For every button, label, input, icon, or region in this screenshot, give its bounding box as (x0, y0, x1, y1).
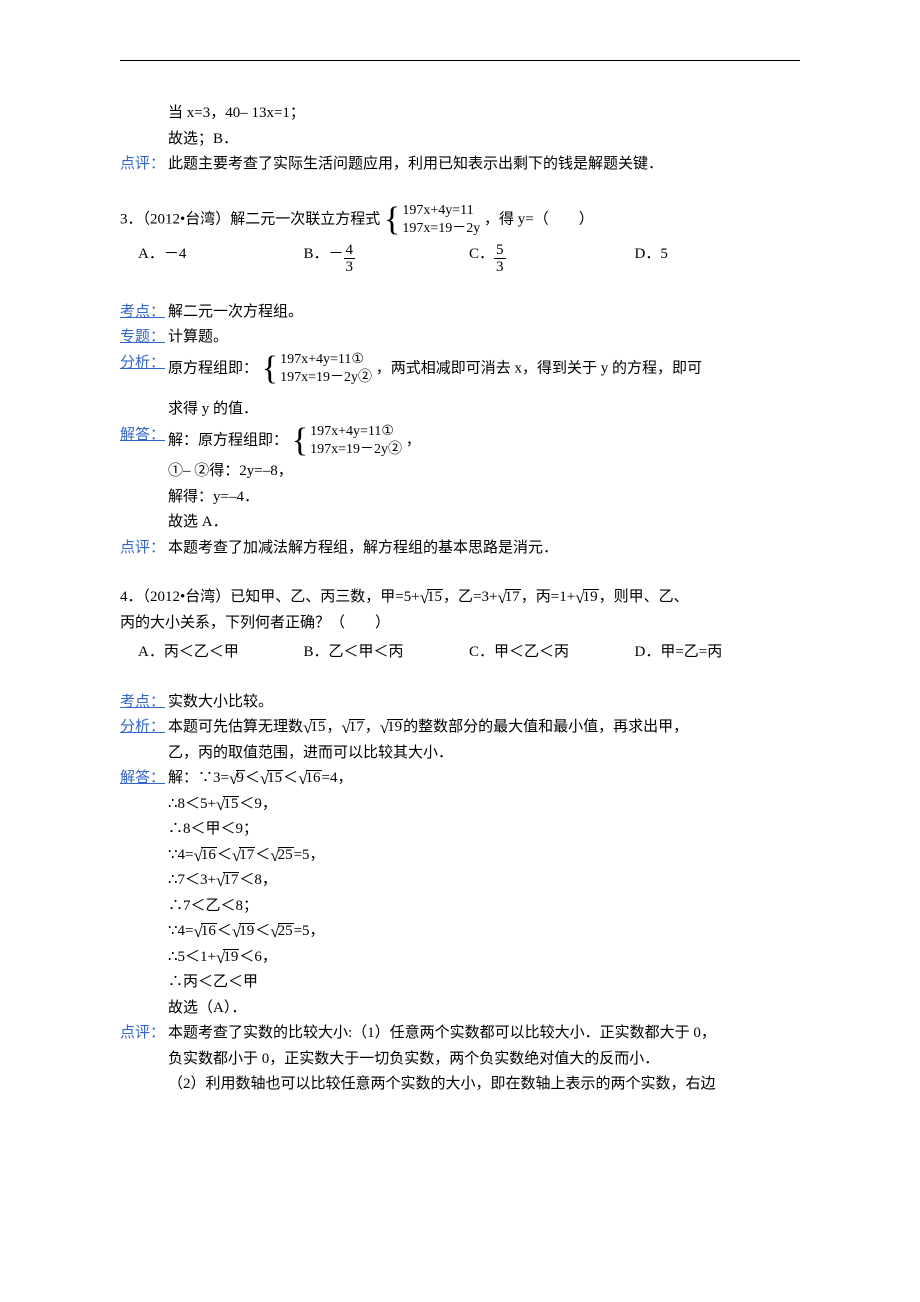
q3-stem-suffix: ，得 y=（ ） (484, 211, 594, 227)
q3-fenxi: 分析： 原方程组即： { 197x+4y=11① 197x=19－2y② ，两式… (120, 351, 800, 423)
q3-zhuanti: 专题： 计算题。 (120, 325, 800, 351)
q4-fenxi: 分析： 本题可先估算无理数√15，√17，√19的整数部分的最大值和最小值，再求… (120, 715, 800, 766)
jieda-line: 解得：y=–4． (168, 485, 800, 511)
jieda-line: ①– ②得：2y=–8， (168, 459, 800, 485)
fenxi-mid: ，两式相减即可消去 x，得到关于 y 的方程，即可 (376, 361, 702, 377)
q4-jieda: 解答： 解：∵3=√9＜√15＜√16=4， ∴8＜5+√15＜9， ∴8＜甲＜… (120, 766, 800, 1021)
kaodian-text: 解二元一次方程组。 (168, 300, 800, 326)
zhuanti-text: 计算题。 (168, 325, 800, 351)
q4-option-c: C．甲＜乙＜丙 (469, 640, 635, 666)
q4-option-b: B．乙＜甲＜丙 (304, 640, 470, 666)
q3-option-a: A．－4 (138, 242, 304, 276)
jieda-prefix: 解：原方程组即： (168, 432, 288, 448)
q4-option-a: A．丙＜乙＜甲 (138, 640, 304, 666)
fenxi-label: 分析： (120, 715, 168, 766)
q4-dianping: 点评： 本题考查了实数的比较大小:（1）任意两个实数都可以比较大小．正实数都大于… (120, 1021, 800, 1098)
q3-system: { 197x+4y=11 197x=19－2y (384, 202, 480, 238)
brace-icon: { (384, 203, 400, 237)
brace-icon: { (292, 424, 308, 458)
dianping-line: 负实数都小于 0，正实数大于一切负实数，两个负实数绝对值大的反而小． (168, 1047, 800, 1073)
page: 当 x=3，40– 13x=1； 故选；B． 点评： 此题主要考查了实际生活问题… (0, 0, 920, 1138)
fenxi-prefix: 原方程组即： (168, 361, 258, 377)
jieda-line: 故选 A． (168, 510, 800, 536)
q4-stem-line2: 丙的大小关系，下列何者正确？（ ） (120, 611, 800, 637)
q3-sys-line1: 197x+4y=11 (402, 202, 480, 220)
kaodian-label: 考点： (120, 690, 168, 716)
q3-kaodian: 考点： 解二元一次方程组。 (120, 300, 800, 326)
review-text: 此题主要考查了实际生活问题应用，利用已知表示出剩下的钱是解题关键． (168, 152, 800, 178)
jieda-label: 解答： (120, 766, 168, 1021)
top-divider (120, 60, 800, 61)
fenxi-label: 分析： (120, 351, 168, 423)
q2-review-row: 点评： 此题主要考查了实际生活问题应用，利用已知表示出剩下的钱是解题关键． (120, 152, 800, 178)
q4-kaodian: 考点： 实数大小比较。 (120, 690, 800, 716)
review-label: 点评： (120, 152, 168, 178)
q3-options: A．－4 B． － 43 C． 53 D．5 (120, 242, 800, 276)
q4-option-d: D．甲=乙=丙 (635, 640, 801, 666)
fenxi-tail: 求得 y 的值． (168, 397, 800, 423)
kaodian-text: 实数大小比较。 (168, 690, 800, 716)
q3-option-b: B． － 43 (304, 242, 470, 276)
q3-option-d: D．5 (635, 242, 801, 276)
dianping-line: （2）利用数轴也可以比较任意两个实数的大小，即在数轴上表示的两个实数，右边 (168, 1072, 800, 1098)
q3-sys-line2: 197x=19－2y (402, 220, 480, 238)
q3-option-c: C． 53 (469, 242, 635, 276)
q3-stem: 3．（2012•台湾）解二元一次联立方程式 { 197x+4y=11 197x=… (120, 202, 800, 238)
q3-dianping: 点评： 本题考查了加减法解方程组，解方程组的基本思路是消元． (120, 536, 800, 562)
fenxi-system: { 197x+4y=11① 197x=19－2y② (262, 351, 372, 387)
q4-options: A．丙＜乙＜甲 B．乙＜甲＜丙 C．甲＜乙＜丙 D．甲=乙=丙 (120, 640, 800, 666)
zhuanti-label: 专题： (120, 325, 168, 351)
q4-stem: 4．（2012•台湾）已知甲、乙、丙三数，甲=5+√15，乙=3+√17，丙=1… (120, 585, 800, 611)
dianping-line: 本题考查了实数的比较大小:（1）任意两个实数都可以比较大小．正实数都大于 0， (168, 1021, 800, 1047)
jieda-label: 解答： (120, 423, 168, 536)
jieda-suffix: ， (406, 432, 421, 448)
brace-icon: { (262, 352, 278, 386)
dianping-text: 本题考查了加减法解方程组，解方程组的基本思路是消元． (168, 536, 800, 562)
q3-jieda: 解答： 解：原方程组即： { 197x+4y=11① 197x=19－2y② ，… (120, 423, 800, 536)
q2-solution-line: 故选；B． (120, 127, 800, 153)
jieda-system: { 197x+4y=11① 197x=19－2y② (292, 423, 402, 459)
dianping-label: 点评： (120, 1021, 168, 1098)
q3-stem-prefix: 3．（2012•台湾）解二元一次联立方程式 (120, 211, 380, 227)
q2-solution-line: 当 x=3，40– 13x=1； (120, 101, 800, 127)
dianping-label: 点评： (120, 536, 168, 562)
kaodian-label: 考点： (120, 300, 168, 326)
